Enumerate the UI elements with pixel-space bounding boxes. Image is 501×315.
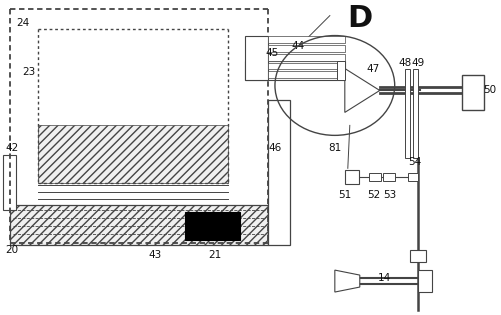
Bar [268,72,344,78]
Bar [268,44,344,52]
Text: 48: 48 [397,58,410,67]
Text: 20: 20 [6,245,19,255]
Bar [268,54,344,60]
Text: 47: 47 [365,64,379,73]
Bar [185,212,239,240]
Bar [382,173,394,181]
Bar [336,60,344,80]
Bar [404,68,409,158]
Text: 21: 21 [208,250,221,260]
Bar [11,205,268,245]
Text: 23: 23 [22,67,35,77]
Bar [460,76,482,111]
Text: 50: 50 [482,85,495,95]
Bar [268,36,344,43]
Text: 49: 49 [410,58,423,67]
Bar [268,62,344,70]
Text: 51: 51 [338,190,351,200]
Text: 45: 45 [265,48,278,58]
Bar [11,205,268,245]
Text: 81: 81 [328,143,341,153]
Text: 44: 44 [291,41,304,50]
Bar [244,36,268,80]
Text: 43: 43 [148,250,161,260]
Bar [344,170,358,184]
Text: 42: 42 [6,143,19,153]
Text: 53: 53 [382,190,396,200]
Bar [268,100,290,245]
Bar [3,155,17,210]
Bar [412,68,417,158]
Text: 52: 52 [366,190,380,200]
Text: 54: 54 [407,157,420,167]
Bar [409,250,425,262]
Polygon shape [344,68,379,112]
Bar [3,155,17,210]
Bar [407,173,417,181]
Text: 46: 46 [268,143,281,153]
Text: 24: 24 [16,18,29,28]
Text: D: D [347,4,372,33]
Bar [244,60,344,80]
Bar [417,270,431,292]
Polygon shape [334,270,359,292]
Bar [39,125,227,183]
Text: 14: 14 [377,273,391,283]
Bar [368,173,380,181]
